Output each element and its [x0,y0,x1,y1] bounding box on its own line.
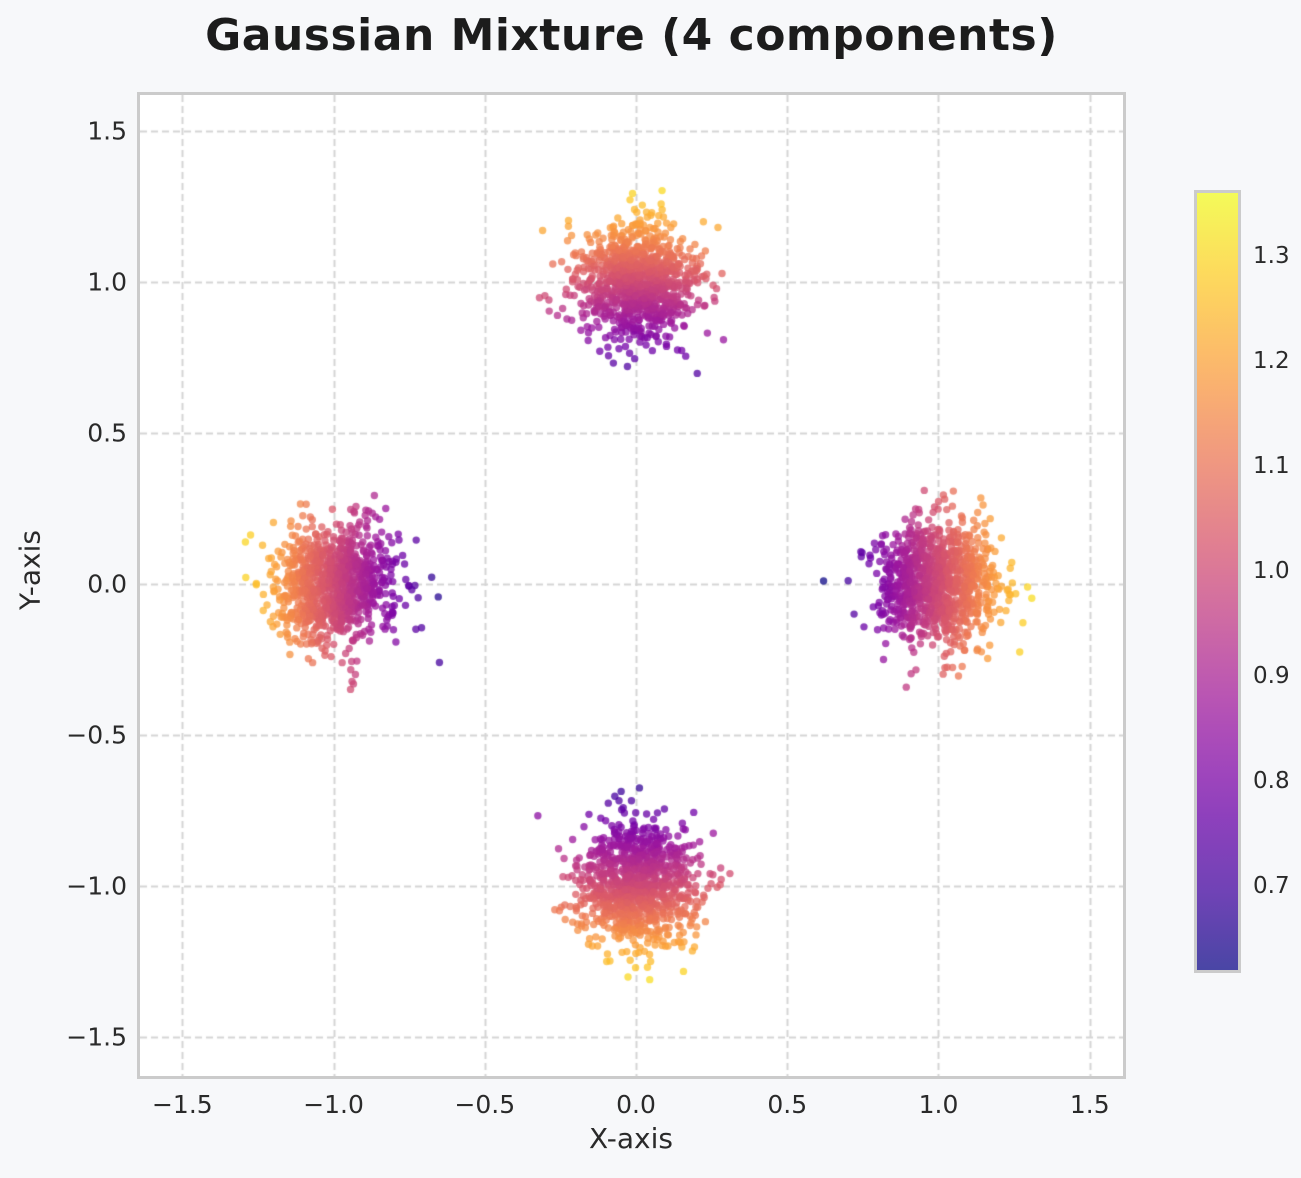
x-tick-label: 1.5 [1069,1090,1110,1119]
colorbar-tick-label: 1.0 [1253,558,1290,584]
y-tick-label: 0.5 [87,418,127,448]
x-tick-label: 0.5 [767,1090,808,1119]
colorbar-tick-label: 0.9 [1253,663,1290,689]
x-tick-label: −1.0 [303,1090,364,1119]
colorbar-tick-label: 0.7 [1253,873,1290,899]
y-tick-label: −0.5 [66,720,127,750]
scatter-canvas [140,95,1123,1076]
chart-title: Gaussian Mixture (4 components) [205,10,1058,61]
y-tick-label: 1.5 [87,116,127,146]
y-tick-label: 1.0 [87,267,127,297]
colorbar-tick-label: 1.2 [1253,348,1290,374]
colorbar-tick-label: 1.3 [1253,243,1290,269]
x-tick-label: 1.0 [918,1090,959,1119]
y-tick-label: −1.0 [66,871,127,901]
plot-area [137,92,1126,1079]
x-tick-label: 0.0 [616,1090,656,1119]
colorbar [1194,190,1241,973]
x-axis-label: X-axis [589,1122,673,1155]
colorbar-tick-label: 0.8 [1253,768,1290,794]
x-tick-label: −0.5 [454,1090,516,1119]
colorbar-tick-label: 1.1 [1253,453,1290,479]
colorbar-gradient [1197,193,1238,970]
y-axis-label: Y-axis [13,530,47,610]
y-tick-label: −1.5 [66,1022,127,1052]
y-tick-label: 0.0 [87,569,127,599]
x-tick-label: −1.5 [151,1090,213,1119]
